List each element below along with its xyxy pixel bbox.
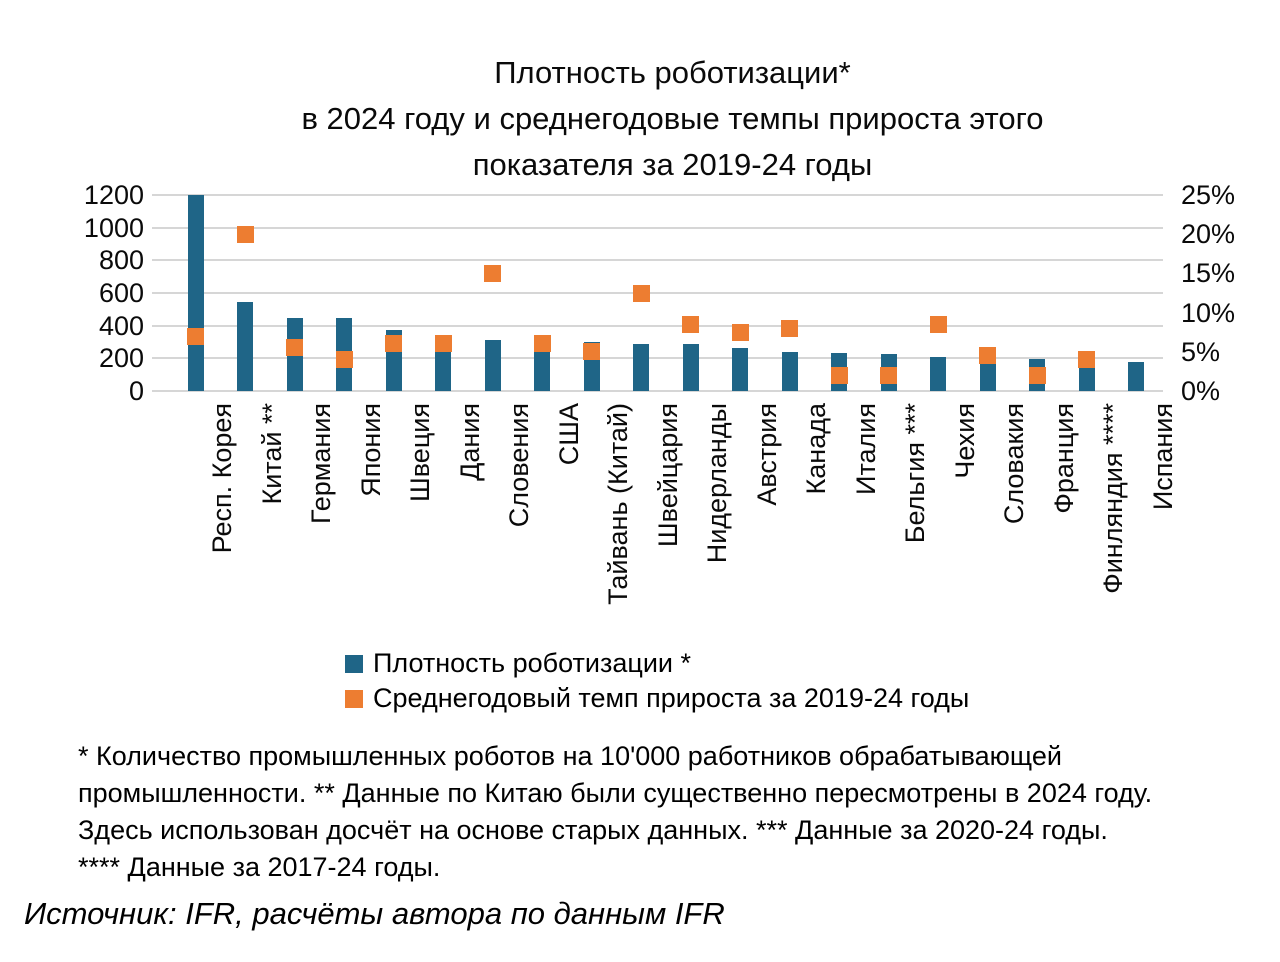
growth-marker bbox=[929, 315, 947, 333]
category-label: Словения bbox=[504, 403, 534, 528]
category-label: Германия bbox=[306, 403, 336, 525]
growth-marker bbox=[484, 264, 501, 282]
gridline bbox=[152, 226, 1163, 229]
growth-marker bbox=[731, 323, 749, 341]
category-label: Австрия bbox=[751, 403, 782, 506]
density-bar bbox=[732, 347, 748, 391]
source-text: Источник: IFR, расчёты автора по данным … bbox=[24, 896, 725, 931]
category-label: Тайвань (Китай) bbox=[603, 403, 633, 605]
density-legend-swatch-icon bbox=[345, 654, 363, 673]
gridline bbox=[152, 390, 1163, 392]
chart-title-line-2: в 2024 году и среднегодовые темпы прирос… bbox=[301, 101, 1044, 136]
footnote-line-2: промышленности. ** Данные по Китаю были … bbox=[78, 778, 1153, 808]
density-bar bbox=[187, 195, 204, 391]
growth-marker bbox=[1078, 351, 1095, 369]
footnotes: * Количество промышленных роботов на 10'… bbox=[78, 738, 1218, 886]
growth-marker bbox=[335, 351, 353, 369]
chart-legend: Плотность роботизации * Среднегодовый те… bbox=[345, 646, 969, 716]
category-label: Швеция bbox=[405, 403, 435, 502]
category-label: Испания bbox=[1147, 403, 1178, 511]
growth-marker bbox=[682, 315, 699, 333]
density-bar bbox=[979, 358, 996, 391]
growth-legend-label: Среднегодовый темп прироста за 2019-24 г… bbox=[373, 683, 970, 713]
density-bar bbox=[1128, 361, 1144, 391]
footnote-line-4: **** Данные за 2017-24 годы. bbox=[78, 852, 441, 882]
chart-title: Плотность роботизации* в 2024 году и сре… bbox=[60, 50, 1280, 188]
y-axis-left-tick-label: 400 bbox=[98, 310, 144, 341]
growth-marker bbox=[583, 343, 600, 361]
growth-marker bbox=[533, 335, 551, 353]
category-label: Китай ** bbox=[256, 403, 287, 505]
growth-marker bbox=[434, 335, 452, 353]
category-label: Чехия bbox=[949, 403, 980, 479]
density-bar bbox=[781, 351, 798, 391]
y-axis-left-tick-label: 200 bbox=[98, 343, 144, 374]
gridline bbox=[152, 357, 1163, 360]
growth-marker bbox=[979, 347, 996, 365]
density-legend-label: Плотность роботизации * bbox=[373, 648, 692, 678]
category-label: Респ. Корея bbox=[207, 403, 237, 554]
growth-marker bbox=[286, 339, 303, 357]
gridline bbox=[152, 194, 1163, 196]
category-label: Канада bbox=[801, 403, 831, 495]
plot-area: 0 200 400 600 800 1000 1200 0% 5% 10% 15% 20% 25% Рес… bbox=[83, 180, 1236, 605]
density-bar bbox=[237, 301, 253, 391]
category-label: Япония bbox=[355, 403, 386, 497]
gridline bbox=[152, 324, 1163, 327]
y-axis-left-tick-label: 1200 bbox=[83, 180, 144, 210]
category-label: Франция bbox=[1048, 403, 1079, 514]
category-label: Словакия bbox=[999, 403, 1029, 525]
y-axis-right-tick-label: 15% bbox=[1181, 258, 1236, 289]
density-bar bbox=[534, 340, 550, 391]
growth-marker bbox=[781, 319, 798, 337]
y-axis-right-tick-label: 10% bbox=[1181, 297, 1236, 328]
growth-marker bbox=[236, 225, 254, 243]
gridline bbox=[152, 292, 1163, 294]
growth-marker bbox=[830, 366, 848, 384]
density-bar bbox=[682, 344, 699, 391]
chart-title-line-1: Плотность роботизации* bbox=[494, 55, 851, 90]
growth-marker bbox=[385, 335, 402, 353]
growth-marker bbox=[880, 366, 897, 384]
y-axis-left-tick-label: 1000 bbox=[83, 212, 144, 243]
y-axis-right-tick-label: 25% bbox=[1181, 180, 1236, 210]
legend-row-density: Плотность роботизации * bbox=[345, 646, 969, 681]
gridline bbox=[152, 259, 1163, 262]
growth-marker bbox=[187, 327, 204, 345]
footnote-line-1: * Количество промышленных роботов на 10'… bbox=[78, 741, 1062, 771]
category-label: Финляндия **** bbox=[1098, 403, 1128, 594]
category-label: Италия bbox=[850, 403, 881, 495]
growth-legend-swatch-icon bbox=[345, 689, 363, 708]
growth-marker bbox=[632, 284, 650, 302]
y-axis-right-tick-label: 20% bbox=[1181, 219, 1236, 250]
category-label: Нидерланды bbox=[702, 403, 732, 564]
category-label: Дания bbox=[454, 403, 485, 481]
footnote-line-3: Здесь использован досчёт на основе стары… bbox=[78, 815, 1108, 845]
density-bar bbox=[633, 343, 649, 391]
y-axis-left-tick-label: 0 bbox=[128, 376, 144, 406]
chart-title-line-3: показателя за 2019-24 годы bbox=[472, 147, 873, 182]
y-axis-right-tick-label: 5% bbox=[1181, 336, 1221, 367]
density-bar bbox=[484, 339, 501, 391]
legend-row-growth: Среднегодовый темп прироста за 2019-24 г… bbox=[345, 681, 969, 716]
y-axis-left-tick-label: 800 bbox=[98, 245, 144, 276]
density-bar bbox=[930, 356, 946, 391]
y-axis-left-tick-label: 600 bbox=[98, 278, 144, 308]
category-label: Швейцария bbox=[652, 403, 683, 548]
category-label: Бельгия *** bbox=[900, 403, 930, 544]
growth-marker bbox=[1028, 366, 1046, 384]
category-label: США bbox=[553, 403, 584, 466]
y-axis-right-tick-label: 0% bbox=[1181, 376, 1221, 406]
